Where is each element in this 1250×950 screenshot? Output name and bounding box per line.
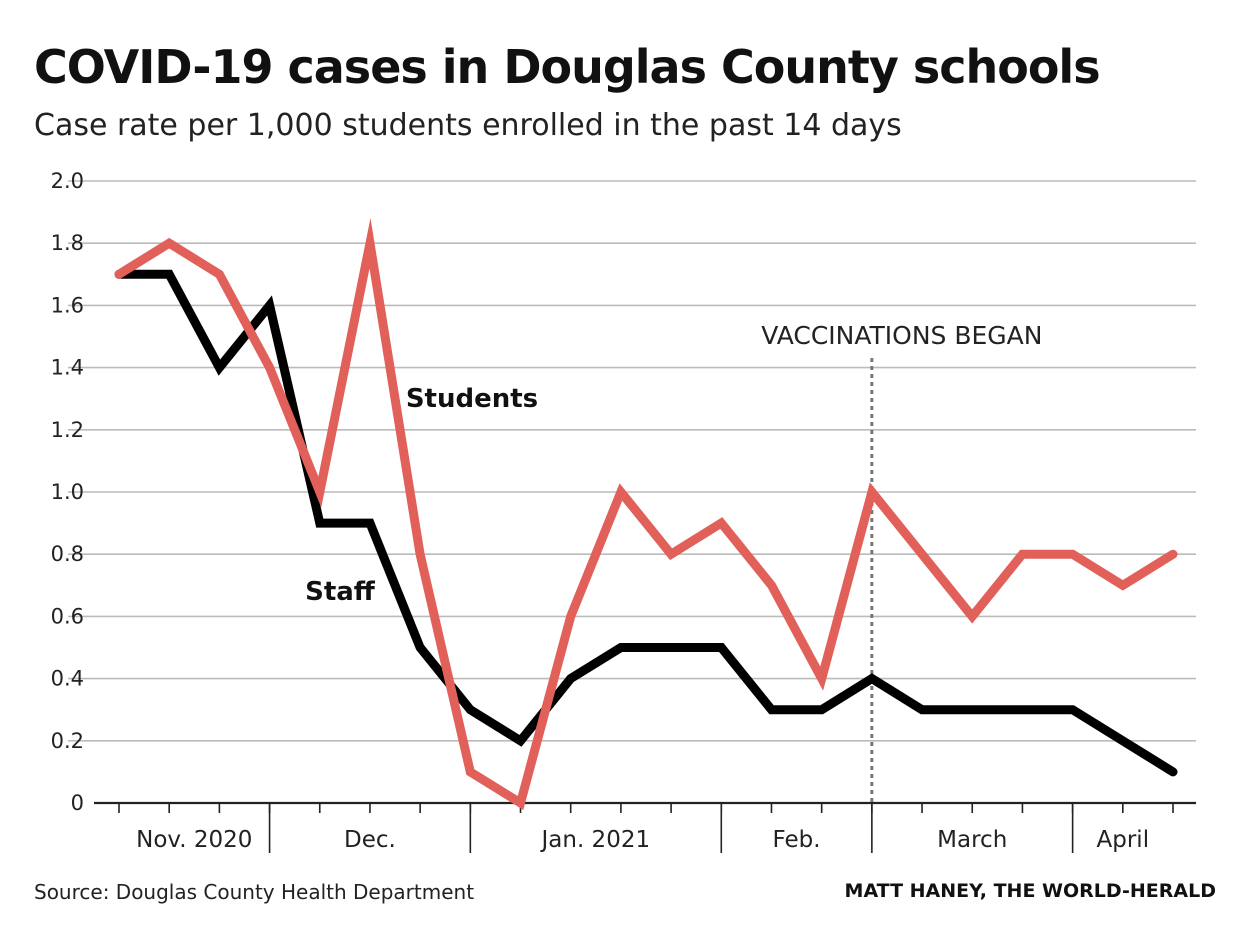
month-label: Dec. xyxy=(344,827,396,853)
y-tick-label: 1.8 xyxy=(51,231,84,255)
vaccination-annotation: VACCINATIONS BEGAN xyxy=(761,321,1042,350)
y-tick-label: 1.0 xyxy=(51,480,84,504)
y-tick-label: 0.4 xyxy=(51,667,84,691)
students-line xyxy=(114,217,1178,811)
month-label: April xyxy=(1097,827,1150,853)
credit-line: MATT HANEY, THE WORLD-HERALD xyxy=(844,880,1216,902)
chart-subtitle: Case rate per 1,000 students enrolled in… xyxy=(34,108,902,143)
month-label: Jan. 2021 xyxy=(539,827,650,853)
y-tick-label: 2.0 xyxy=(51,169,84,193)
y-tick-label: 0.8 xyxy=(51,542,84,566)
y-tick-label: 1.6 xyxy=(51,293,84,317)
staff-line xyxy=(114,269,1178,777)
month-label: Feb. xyxy=(773,827,821,853)
y-tick-label: 1.4 xyxy=(51,356,84,380)
y-tick-label: 0.6 xyxy=(51,604,84,628)
source-note: Source: Douglas County Health Department xyxy=(34,880,475,904)
chart-title: COVID-19 cases in Douglas County schools xyxy=(34,40,1101,94)
y-tick-label: 0.2 xyxy=(51,729,84,753)
month-label: Nov. 2020 xyxy=(136,827,252,853)
y-tick-label: 0 xyxy=(71,791,84,815)
y-tick-label: 1.2 xyxy=(51,418,84,442)
staff-series-label: Staff xyxy=(305,577,376,607)
students-series-label: Students xyxy=(406,384,538,414)
month-label: March xyxy=(937,827,1007,853)
